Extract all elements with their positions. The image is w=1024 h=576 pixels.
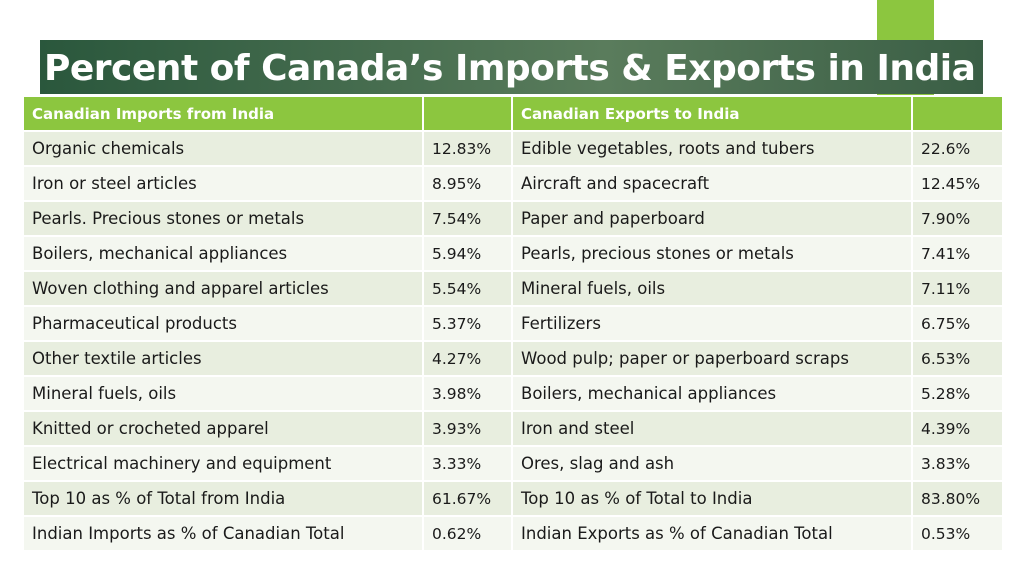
table-row: Woven clothing and apparel articles 5.54%… [22,270,1004,307]
import-pct-cell: 5.37% [422,305,513,342]
title-band [40,40,983,94]
export-item-cell: Indian Exports as % of Canadian Total [511,515,913,552]
export-item-cell: Pearls, precious stones or metals [511,235,913,272]
page-title: Percent of Canada’s Imports & Exports in… [44,48,976,89]
import-item-cell: Electrical machinery and equipment [22,445,424,482]
table-row: Top 10 as % of Total from India 61.67% Top… [22,480,1004,517]
table-row: Electrical machinery and equipment 3.33% O… [22,445,1004,482]
import-item-cell: Boilers, mechanical appliances [22,235,424,272]
table-row: Knitted or crocheted apparel 3.93% Iron an… [22,410,1004,447]
import-pct-cell: 12.83% [422,130,513,167]
import-pct-cell: 4.27% [422,340,513,377]
export-item-cell: Top 10 as % of Total to India [511,480,913,517]
import-pct-cell: 3.98% [422,375,513,412]
import-pct-cell: 5.94% [422,235,513,272]
export-pct-cell: 7.41% [911,235,1004,272]
trade-table: Canadian Imports from India Canadian Exp… [22,95,1004,552]
import-pct-cell: 3.93% [422,410,513,447]
table-row: Pearls. Precious stones or metals 7.54% Pa… [22,200,1004,237]
table-header-row: Canadian Imports from India Canadian Exp… [22,95,1004,132]
import-item-cell: Indian Imports as % of Canadian Total [22,515,424,552]
table-row: Indian Imports as % of Canadian Total 0.6… [22,515,1004,552]
import-item-cell: Mineral fuels, oils [22,375,424,412]
header-exports: Canadian Exports to India [511,95,913,132]
export-item-cell: Wood pulp; paper or paperboard scraps [511,340,913,377]
import-pct-cell: 5.54% [422,270,513,307]
import-pct-cell: 8.95% [422,165,513,202]
import-item-cell: Woven clothing and apparel articles [22,270,424,307]
export-pct-cell: 0.53% [911,515,1004,552]
export-pct-cell: 7.11% [911,270,1004,307]
import-pct-cell: 3.33% [422,445,513,482]
export-pct-cell: 4.39% [911,410,1004,447]
import-item-cell: Organic chemicals [22,130,424,167]
export-item-cell: Boilers, mechanical appliances [511,375,913,412]
import-item-cell: Other textile articles [22,340,424,377]
export-pct-cell: 83.80% [911,480,1004,517]
import-pct-cell: 61.67% [422,480,513,517]
export-item-cell: Aircraft and spacecraft [511,165,913,202]
export-pct-cell: 6.75% [911,305,1004,342]
import-item-cell: Knitted or crocheted apparel [22,410,424,447]
table-row: Other textile articles 4.27% Wood pulp; pa… [22,340,1004,377]
table-row: Organic chemicals 12.83% Edible vegetables… [22,130,1004,167]
import-item-cell: Iron or steel articles [22,165,424,202]
header-imports: Canadian Imports from India [22,95,424,132]
header-exports-pct [911,95,1004,132]
table-row: Iron or steel articles 8.95% Aircraft and … [22,165,1004,202]
header-imports-pct [422,95,513,132]
export-item-cell: Iron and steel [511,410,913,447]
import-item-cell: Pearls. Precious stones or metals [22,200,424,237]
export-pct-cell: 12.45% [911,165,1004,202]
export-item-cell: Mineral fuels, oils [511,270,913,307]
export-item-cell: Fertilizers [511,305,913,342]
import-item-cell: Top 10 as % of Total from India [22,480,424,517]
table-row: Boilers, mechanical appliances 5.94% Pearl… [22,235,1004,272]
export-pct-cell: 5.28% [911,375,1004,412]
export-pct-cell: 3.83% [911,445,1004,482]
import-pct-cell: 7.54% [422,200,513,237]
import-pct-cell: 0.62% [422,515,513,552]
export-pct-cell: 6.53% [911,340,1004,377]
export-item-cell: Ores, slag and ash [511,445,913,482]
table-row: Mineral fuels, oils 3.98% Boilers, mechani… [22,375,1004,412]
export-item-cell: Paper and paperboard [511,200,913,237]
export-pct-cell: 7.90% [911,200,1004,237]
export-pct-cell: 22.6% [911,130,1004,167]
export-item-cell: Edible vegetables, roots and tubers [511,130,913,167]
import-item-cell: Pharmaceutical products [22,305,424,342]
table-row: Pharmaceutical products 5.37% Fertilizers 6… [22,305,1004,342]
